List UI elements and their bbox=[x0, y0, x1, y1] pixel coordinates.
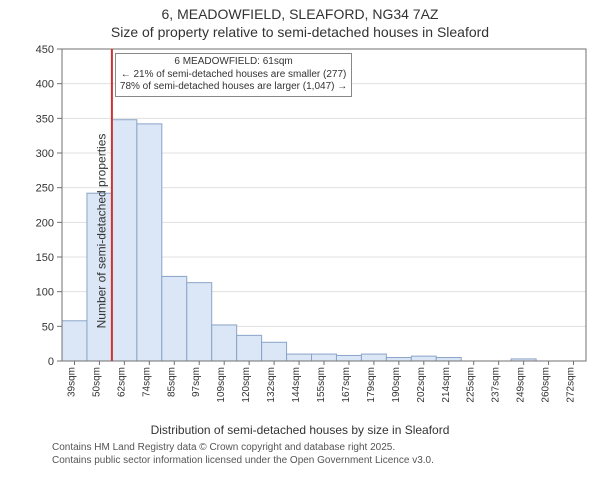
svg-text:300: 300 bbox=[36, 148, 54, 160]
svg-text:97sqm: 97sqm bbox=[191, 367, 202, 397]
svg-text:62sqm: 62sqm bbox=[116, 367, 127, 397]
chart-title: 6, MEADOWFIELD, SLEAFORD, NG34 7AZ Size … bbox=[0, 0, 600, 41]
svg-text:74sqm: 74sqm bbox=[141, 367, 152, 397]
annotation-line: 6 MEADOWFIELD: 61sqm bbox=[120, 56, 347, 69]
svg-text:202sqm: 202sqm bbox=[416, 367, 427, 403]
attribution-line2: Contains public sector information licen… bbox=[52, 454, 600, 467]
svg-text:150: 150 bbox=[36, 252, 54, 264]
svg-text:100: 100 bbox=[36, 287, 54, 299]
svg-text:144sqm: 144sqm bbox=[291, 367, 302, 403]
svg-text:450: 450 bbox=[36, 44, 54, 56]
svg-text:85sqm: 85sqm bbox=[166, 367, 177, 397]
annotation-line: 78% of semi-detached houses are larger (… bbox=[120, 81, 347, 94]
svg-text:225sqm: 225sqm bbox=[466, 367, 477, 403]
svg-text:39sqm: 39sqm bbox=[66, 367, 77, 397]
marker-annotation: 6 MEADOWFIELD: 61sqm← 21% of semi-detach… bbox=[115, 53, 352, 97]
svg-text:249sqm: 249sqm bbox=[516, 367, 527, 403]
svg-text:400: 400 bbox=[36, 79, 54, 91]
histogram-svg: 0 50 100 150 200 250 300 350 400 450 39sqm 50sqm 62s… bbox=[0, 41, 600, 421]
svg-text:200: 200 bbox=[36, 217, 54, 229]
title-subtitle: Size of property relative to semi-detach… bbox=[0, 24, 600, 42]
svg-text:132sqm: 132sqm bbox=[266, 367, 277, 403]
svg-text:237sqm: 237sqm bbox=[491, 367, 502, 403]
svg-text:50: 50 bbox=[42, 321, 54, 333]
svg-text:250: 250 bbox=[36, 183, 54, 195]
svg-text:0: 0 bbox=[48, 356, 54, 368]
attribution-block: Contains HM Land Registry data © Crown c… bbox=[0, 437, 600, 467]
annotation-line: ← 21% of semi-detached houses are smalle… bbox=[120, 69, 347, 82]
svg-text:214sqm: 214sqm bbox=[441, 367, 452, 403]
chart-area: Number of semi-detached properties 0 50 10… bbox=[0, 41, 600, 421]
svg-text:109sqm: 109sqm bbox=[216, 367, 227, 403]
x-axis-label: Distribution of semi-detached houses by … bbox=[0, 421, 600, 437]
svg-text:167sqm: 167sqm bbox=[341, 367, 352, 403]
y-axis-label: Number of semi-detached properties bbox=[94, 134, 108, 329]
svg-text:260sqm: 260sqm bbox=[541, 367, 552, 403]
attribution-line1: Contains HM Land Registry data © Crown c… bbox=[52, 441, 600, 454]
svg-text:272sqm: 272sqm bbox=[566, 367, 577, 403]
svg-text:50sqm: 50sqm bbox=[91, 367, 102, 397]
svg-text:120sqm: 120sqm bbox=[241, 367, 252, 403]
svg-text:155sqm: 155sqm bbox=[316, 367, 327, 403]
svg-text:350: 350 bbox=[36, 113, 54, 125]
svg-text:190sqm: 190sqm bbox=[391, 367, 402, 403]
svg-text:179sqm: 179sqm bbox=[366, 367, 377, 403]
title-address: 6, MEADOWFIELD, SLEAFORD, NG34 7AZ bbox=[0, 6, 600, 24]
